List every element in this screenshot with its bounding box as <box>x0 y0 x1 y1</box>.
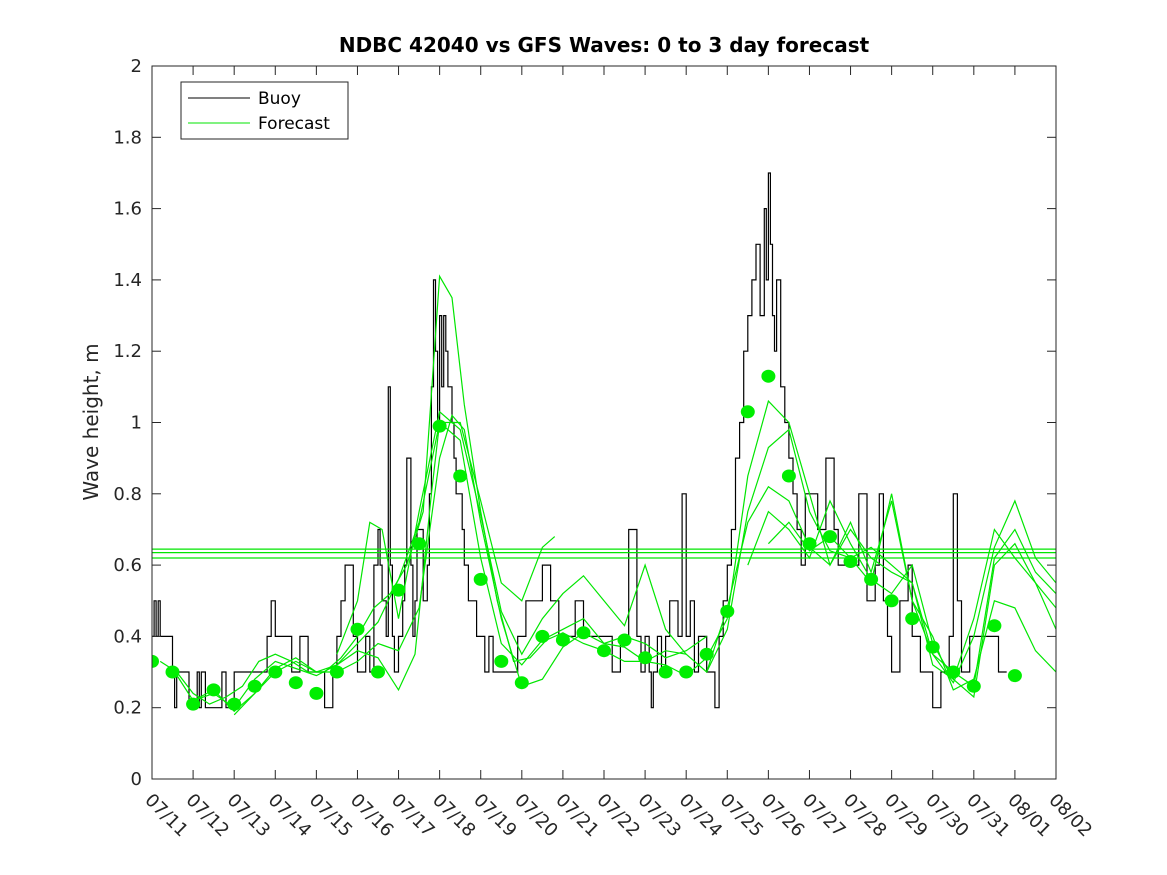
legend-buoy-label: Buoy <box>258 89 301 109</box>
forecast-series-line-4 <box>336 410 1056 681</box>
forecast-marker-21 <box>576 626 591 640</box>
forecast-marker-39 <box>946 665 961 679</box>
forecast-marker-42 <box>1007 669 1022 683</box>
forecast-marker-0 <box>152 654 159 668</box>
forecast-marker-12 <box>391 583 406 597</box>
forecast-marker-35 <box>864 572 879 586</box>
legend-box <box>180 81 349 140</box>
legend: Buoy Forecast <box>180 81 349 140</box>
forecast-series-line-3 <box>233 421 556 716</box>
y-tick-label-1: 0.2 <box>113 698 142 719</box>
forecast-marker-5 <box>247 679 262 693</box>
y-tick-label-5: 1 <box>131 413 142 434</box>
forecast-marker-19 <box>535 629 550 643</box>
forecast-marker-32 <box>802 537 817 551</box>
plot-area <box>152 66 1056 779</box>
forecast-marker-4 <box>227 697 242 711</box>
y-tick-label-3: 0.6 <box>113 555 142 576</box>
forecast-marker-1 <box>165 665 180 679</box>
forecast-marker-15 <box>453 469 468 483</box>
forecast-series-line-7 <box>747 499 1056 699</box>
forecast-marker-23 <box>617 633 632 647</box>
y-tick-label-7: 1.4 <box>113 270 142 291</box>
y-tick-label-6: 1.2 <box>113 341 142 362</box>
forecast-marker-7 <box>288 676 303 690</box>
forecast-marker-28 <box>720 604 735 618</box>
forecast-series-line-5 <box>706 485 1056 684</box>
y-tick-label-2: 0.4 <box>113 626 142 647</box>
forecast-marker-40 <box>966 679 981 693</box>
forecast-marker-20 <box>555 633 570 647</box>
forecast-marker-6 <box>268 665 283 679</box>
forecast-marker-10 <box>350 622 365 636</box>
forecast-marker-3 <box>206 683 221 697</box>
forecast-marker-37 <box>905 612 920 626</box>
forecast-marker-9 <box>329 665 344 679</box>
forecast-marker-26 <box>679 665 694 679</box>
y-tick-label-4: 0.8 <box>113 484 142 505</box>
forecast-marker-8 <box>309 686 324 700</box>
forecast-marker-25 <box>658 665 673 679</box>
forecast-marker-30 <box>761 369 776 383</box>
forecast-marker-36 <box>884 594 899 608</box>
y-tick-label-8: 1.6 <box>113 199 142 220</box>
forecast-marker-13 <box>412 537 427 551</box>
forecast-marker-31 <box>781 469 796 483</box>
forecast-marker-34 <box>843 555 858 568</box>
forecast-marker-33 <box>823 530 837 544</box>
forecast-marker-38 <box>925 640 940 654</box>
forecast-marker-17 <box>494 654 509 668</box>
forecast-marker-24 <box>638 651 653 665</box>
forecast-marker-27 <box>699 647 714 661</box>
forecast-marker-16 <box>473 572 488 586</box>
y-tick-label-9: 1.8 <box>113 127 142 148</box>
y-tick-label-0: 0 <box>131 769 142 790</box>
forecast-series-line-8 <box>767 493 1056 691</box>
forecast-marker-2 <box>186 697 201 711</box>
legend-forecast-label: Forecast <box>258 114 330 134</box>
chart-title: NDBC 42040 vs GFS Waves: 0 to 3 day fore… <box>339 33 870 57</box>
forecast-marker-29 <box>740 405 755 419</box>
data-layer <box>152 172 1056 716</box>
forecast-series-line-0 <box>159 274 687 705</box>
y-axis-label: Wave height, m <box>79 343 103 500</box>
forecast-marker-41 <box>987 619 1002 633</box>
forecast-marker-14 <box>432 419 447 433</box>
forecast-marker-22 <box>597 644 611 658</box>
forecast-marker-11 <box>371 665 385 679</box>
forecast-marker-18 <box>514 676 529 690</box>
y-tick-label-10: 2 <box>131 56 142 77</box>
